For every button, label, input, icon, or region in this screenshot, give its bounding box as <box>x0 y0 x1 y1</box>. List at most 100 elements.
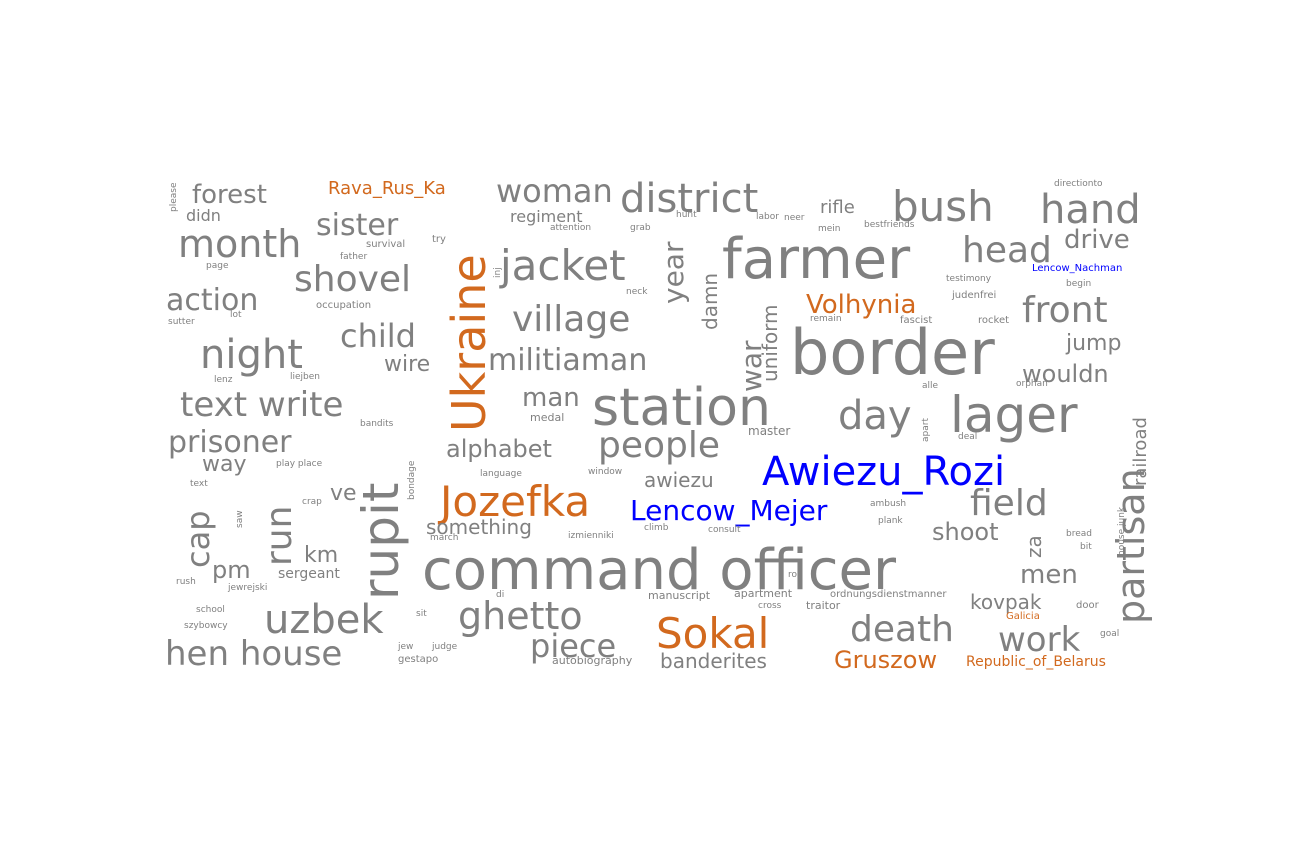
word-man: man <box>522 383 580 413</box>
word-hen-house: hen house <box>165 634 343 674</box>
word-station: station <box>592 378 771 438</box>
word-alle: alle <box>922 381 939 391</box>
word-republic-of-belarus: Republic_of_Belarus <box>966 654 1106 670</box>
word-jump: jump <box>1066 331 1122 356</box>
word-di: di <box>496 590 505 600</box>
word-deal: deal <box>958 432 978 442</box>
word-begin: begin <box>1066 279 1092 289</box>
word-something: something <box>426 515 532 539</box>
word-jew: jew <box>398 642 414 652</box>
word-bandits: bandits <box>360 419 394 429</box>
word-rocket: rocket <box>978 315 1010 326</box>
word-front: front <box>1022 290 1108 331</box>
word-day: day <box>838 393 912 439</box>
word-crap: crap <box>302 497 322 507</box>
word-bestfriends: bestfriends <box>864 220 915 230</box>
word-rifle: rifle <box>820 197 855 218</box>
word-death: death <box>850 609 954 650</box>
word-gestapo: gestapo <box>398 654 439 665</box>
word-village: village <box>512 299 631 340</box>
word-rush: rush <box>176 577 196 587</box>
word-neck: neck <box>626 287 648 297</box>
word-jacket: jacket <box>500 241 626 290</box>
word-sokal: Sokal <box>656 609 770 658</box>
word-inj: inj <box>493 267 503 278</box>
word-saw: saw <box>235 510 245 528</box>
word-window: window <box>588 467 623 477</box>
word-alphabet: alphabet <box>446 435 552 463</box>
word-house-junk: house junk <box>1117 506 1127 556</box>
word-ordnungsdienstmanner: ordnungsdienstmanner <box>830 589 947 600</box>
word-autobiography: autobiography <box>552 654 633 667</box>
word-text: text <box>190 479 208 489</box>
word-volhynia: Volhynia <box>806 290 917 320</box>
word-hand: hand <box>1040 187 1141 233</box>
word-ukraine: Ukraine <box>442 254 496 432</box>
word-shoot: shoot <box>932 518 999 546</box>
word-remain: remain <box>810 314 842 324</box>
word-lot: lot <box>230 310 242 320</box>
word-sister: sister <box>316 208 399 243</box>
word-rupit: rupit <box>352 482 410 600</box>
word-militiaman: militiaman <box>488 343 648 378</box>
word-master: master <box>748 424 791 438</box>
word-lager: lager <box>950 386 1078 444</box>
word-forest: forest <box>192 180 267 210</box>
word-command-officer: command officer <box>422 538 896 603</box>
word-izmienniki: izmienniki <box>568 531 614 541</box>
word-plank: plank <box>878 516 903 526</box>
word-climb: climb <box>644 523 669 533</box>
word-mein: mein <box>818 224 841 234</box>
word-cap: cap <box>179 510 217 568</box>
word-jewrejski: jewrejski <box>228 583 268 593</box>
word-year: year <box>657 241 690 304</box>
word-gruszow: Gruszow <box>834 646 938 674</box>
word-regiment: regiment <box>510 207 583 226</box>
word-father: father <box>340 252 368 262</box>
word-manuscript: manuscript <box>648 589 711 602</box>
word-uzbek: uzbek <box>264 597 384 643</box>
word-za: za <box>1022 535 1046 558</box>
word-border: border <box>790 316 995 389</box>
word-wouldn: wouldn <box>1022 360 1109 388</box>
word-child: child <box>340 317 416 355</box>
word-door: door <box>1076 600 1099 611</box>
word-liejben: liejben <box>290 372 320 382</box>
word-banderites: banderites <box>660 649 767 673</box>
word-men: men <box>1020 560 1078 590</box>
word-didn: didn <box>186 206 221 225</box>
word-railroad: railroad <box>1130 417 1151 486</box>
word-woman: woman <box>496 172 613 210</box>
word-field: field <box>970 483 1048 524</box>
word-people: people <box>598 425 721 466</box>
word-judenfrei: judenfrei <box>952 290 997 301</box>
word-orphan: orphan <box>1016 379 1048 389</box>
word-galicia: Galicia <box>1006 611 1040 622</box>
word-lencow-nachman: Lencow_Nachman <box>1032 263 1123 274</box>
word-szybowcy: szybowcy <box>184 621 228 631</box>
word-goal: goal <box>1100 629 1120 639</box>
word-language: language <box>480 469 522 479</box>
word-occupation: occupation <box>316 300 372 311</box>
word-consult: consult <box>708 525 741 535</box>
word-apart: apart <box>921 418 931 442</box>
word-action: action <box>166 283 259 318</box>
word-apartment: apartment <box>734 587 793 600</box>
word-directionto: directionto <box>1054 179 1103 189</box>
word-text-write: text write <box>180 385 344 425</box>
word-testimony: testimony <box>946 274 992 284</box>
word-shovel: shovel <box>294 259 412 300</box>
word-grab: grab <box>630 223 651 233</box>
word-sergeant: sergeant <box>278 566 340 582</box>
word-run: run <box>259 505 300 566</box>
word-ghetto: ghetto <box>458 594 583 638</box>
word-month: month <box>178 222 302 266</box>
word-uniform: uniform <box>758 304 782 382</box>
word-work: work <box>998 620 1081 660</box>
word-lenz: lenz <box>214 375 233 385</box>
word-lencow-mejer: Lencow_Mejer <box>630 494 828 527</box>
word-farmer: farmer <box>722 227 911 292</box>
word-judge: judge <box>432 642 458 652</box>
word-try: try <box>432 234 446 245</box>
word-night: night <box>200 332 303 378</box>
